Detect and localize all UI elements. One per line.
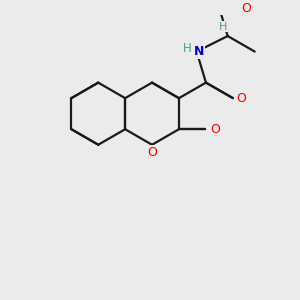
Text: O: O [147, 146, 157, 159]
Text: N: N [194, 45, 205, 58]
Text: H: H [219, 22, 227, 32]
Text: O: O [236, 92, 246, 105]
Text: H: H [183, 42, 192, 55]
Text: O: O [210, 123, 220, 136]
Text: O: O [242, 2, 252, 14]
